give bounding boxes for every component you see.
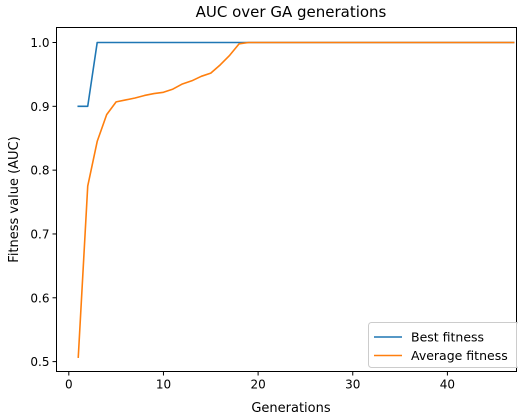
x-tick-label: 30 bbox=[345, 378, 360, 392]
x-tick-label: 40 bbox=[440, 378, 455, 392]
legend-box bbox=[368, 322, 518, 368]
x-tick-label: 0 bbox=[65, 378, 73, 392]
y-axis-label: Fitness value (AUC) bbox=[7, 136, 22, 262]
y-tick-label: 0.8 bbox=[30, 164, 49, 178]
series-line-2 bbox=[77, 41, 515, 358]
plot-frame bbox=[56, 27, 517, 372]
x-tick-label: 20 bbox=[250, 378, 265, 392]
x-tick-label: 10 bbox=[156, 378, 171, 392]
y-tick-label: 1.0 bbox=[30, 36, 49, 50]
y-tick-label: 0.5 bbox=[30, 355, 49, 369]
series-layer bbox=[77, 41, 515, 358]
x-axis-label: Generations bbox=[251, 401, 331, 416]
y-axis: 0.5 0.6 0.7 0.8 0.9 1.0 bbox=[30, 36, 57, 369]
y-tick-label: 0.6 bbox=[30, 291, 49, 305]
plot-area bbox=[56, 27, 517, 372]
x-axis: 0 10 20 30 40 bbox=[65, 371, 455, 392]
legend-label-2: Average fitness bbox=[411, 348, 508, 363]
legend: Best fitness Average fitness bbox=[368, 322, 518, 368]
y-tick-label: 0.9 bbox=[30, 100, 49, 114]
series-line-1 bbox=[77, 41, 515, 108]
chart-title: AUC over GA generations bbox=[196, 3, 387, 21]
legend-label-1: Best fitness bbox=[411, 330, 484, 345]
y-tick-label: 0.7 bbox=[30, 227, 49, 241]
